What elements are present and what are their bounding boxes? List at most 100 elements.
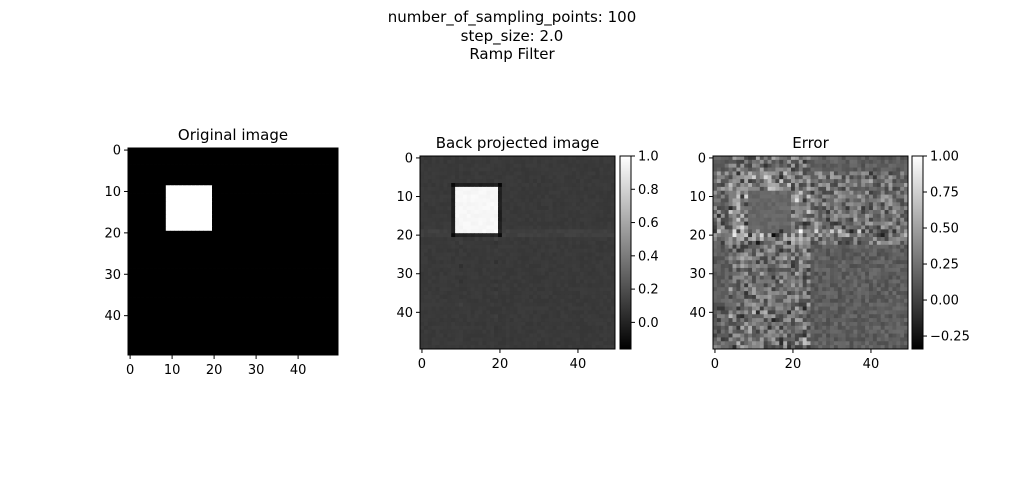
heatmap-cell [145,330,150,335]
heatmap-cell [225,223,230,228]
heatmap-cell [518,183,522,187]
heatmap-cell [568,156,572,160]
heatmap-cell [191,280,196,285]
heatmap-cell [447,210,451,214]
heatmap-cell [588,318,592,322]
heatmap-cell [463,249,467,253]
heatmap-cell [330,268,335,273]
heatmap-cell [521,229,525,233]
heatmap-cell [420,198,424,202]
heatmap-cell [300,285,305,290]
heatmap-cell [455,187,459,191]
heatmap-cell [455,295,459,299]
heatmap-cell [204,169,209,174]
heatmap-cell [568,341,572,345]
heatmap-cell [229,301,234,306]
heatmap-cell [267,156,272,161]
heatmap-cell [246,223,251,228]
heatmap-cell [199,218,204,223]
heatmap-cell [128,260,133,265]
heatmap-cell [580,341,584,345]
heatmap-cell [317,305,322,310]
heatmap-cell [557,249,561,253]
heatmap-cell [518,187,522,191]
heatmap-cell [436,283,440,287]
heatmap-cell [455,337,459,341]
heatmap-cell [208,206,213,211]
heatmap-cell [170,210,175,215]
heatmap-cell [174,169,179,174]
heatmap-cell [506,314,510,318]
heatmap-cell [475,233,479,237]
heatmap-cell [545,164,549,168]
heatmap-cell [304,297,309,302]
heatmap-cell [254,206,259,211]
heatmap-cell [166,338,171,343]
heatmap-cell [580,299,584,303]
heatmap-cell [170,239,175,244]
heatmap-cell [490,191,494,195]
heatmap-cell [187,309,192,314]
heatmap-cell [330,285,335,290]
heatmap-cell [166,343,171,348]
heatmap-cell [157,297,162,302]
heatmap-cell [537,164,541,168]
heatmap-cell [220,289,225,294]
heatmap-cell [529,268,533,272]
heatmap-cell [459,206,463,210]
heatmap-cell [153,218,158,223]
heatmap-cell [330,276,335,281]
heatmap-cell [313,252,318,257]
heatmap-cell [549,171,553,175]
heatmap-cell [208,260,213,265]
heatmap-cell [216,169,221,174]
heatmap-cell [199,276,204,281]
heatmap-cell [237,285,242,290]
heatmap-cell [132,318,137,323]
heatmap-cell [603,280,607,284]
heatmap-cell [162,148,167,153]
heatmap-cell [208,227,213,232]
heatmap-cell [467,179,471,183]
heatmap-cell [216,347,221,352]
heatmap-cell [254,301,259,306]
heatmap-cell [459,245,463,249]
heatmap-cell [145,202,150,207]
heatmap-cell [463,310,467,314]
heatmap-cell [494,229,498,233]
heatmap-cell [557,179,561,183]
heatmap-cell [568,299,572,303]
heatmap-cell [183,247,188,252]
heatmap-cell [141,214,146,219]
heatmap-cell [258,181,263,186]
heatmap-cell [537,307,541,311]
heatmap-cell [568,287,572,291]
heatmap-cell [170,305,175,310]
heatmap-cell [250,223,255,228]
heatmap-cell [459,156,463,160]
heatmap-cell [204,239,209,244]
heatmap-cell [467,191,471,195]
heatmap-cell [170,156,175,161]
heatmap-cell [208,285,213,290]
heatmap-cell [596,276,600,280]
heatmap-cell [572,264,576,268]
heatmap-cell [420,249,424,253]
heatmap-cell [128,280,133,285]
heatmap-cell [486,287,490,291]
heatmap-cell [564,334,568,338]
heatmap-cell [279,338,284,343]
heatmap-cell [447,283,451,287]
heatmap-cell [498,253,502,257]
heatmap-cell [549,287,553,291]
heatmap-cell [592,276,596,280]
heatmap-cell [533,218,537,222]
heatmap-cell [300,309,305,314]
heatmap-cell [145,297,150,302]
heatmap-cell [229,305,234,310]
heatmap-cell [443,233,447,237]
heatmap-cell [451,206,455,210]
heatmap-cell [486,310,490,314]
heatmap-cell [187,301,192,306]
heatmap-cell [486,156,490,160]
